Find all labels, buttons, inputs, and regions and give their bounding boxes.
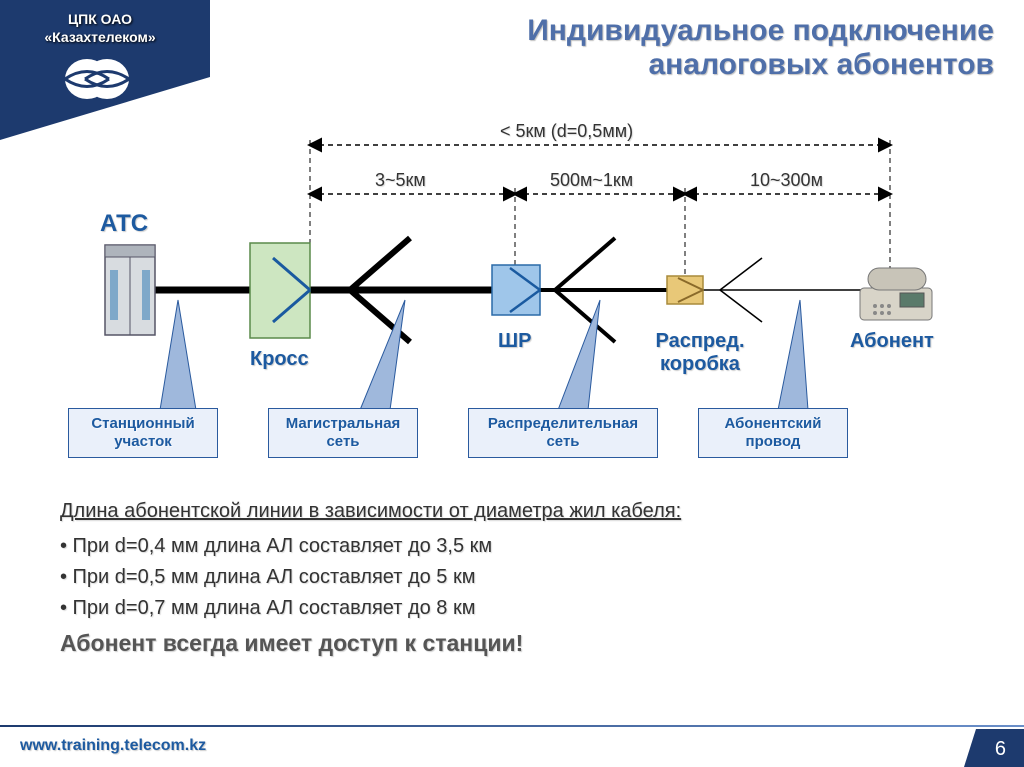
bullet-2: • При d=0,5 мм длина АЛ составляет до 5 … xyxy=(60,562,940,593)
footer-url: www.training.telecom.kz xyxy=(20,737,206,755)
callout-station: Станционныйучасток xyxy=(68,408,218,458)
page-title: Индивидуальное подключение аналоговых аб… xyxy=(527,14,994,82)
footer-line xyxy=(0,725,1024,727)
header-logo: ЦПК ОАО «Казахтелеком» xyxy=(20,10,180,109)
shr-label: ШР xyxy=(498,330,531,353)
ats-label: АТС xyxy=(100,210,148,238)
ats-icon xyxy=(105,245,155,335)
cross-icon xyxy=(250,243,310,338)
title-l1: Индивидуальное подключение xyxy=(527,14,994,47)
bullet-1: • При d=0,4 мм длина АЛ составляет до 3,… xyxy=(60,531,940,562)
raspred-label: Распред.коробка xyxy=(645,330,755,376)
org-line2: «Казахтелеком» xyxy=(20,28,180,46)
kross-label: Кросс xyxy=(250,348,309,371)
abonent-label: Абонент xyxy=(850,330,934,353)
dim-seg2: 500м~1км xyxy=(550,170,633,191)
raspred-icon xyxy=(667,276,703,304)
text-heading: Длина абонентской линии в зависимости от… xyxy=(60,500,940,523)
network-diagram: < 5км (d=0,5мм) 3~5км 500м~1км 10~300м А… xyxy=(60,130,970,460)
bullet-3: • При d=0,7 мм длина АЛ составляет до 8 … xyxy=(60,593,940,624)
callout-trunk: Магистральнаясеть xyxy=(268,408,418,458)
body-text: Длина абонентской линии в зависимости от… xyxy=(60,500,940,657)
dim-seg1: 3~5км xyxy=(375,170,426,191)
title-l2: аналоговых абонентов xyxy=(648,48,994,81)
dim-total: < 5км (d=0,5мм) xyxy=(500,121,633,142)
org-line1: ЦПК ОАО xyxy=(20,10,180,28)
emphasis-line: Абонент всегда имеет доступ к станции! xyxy=(60,630,940,657)
logo-icon xyxy=(55,54,145,104)
page-number: 6 xyxy=(995,738,1006,761)
dim-seg3: 10~300м xyxy=(750,170,823,191)
callout-dist: Распределительнаясеть xyxy=(468,408,658,458)
callout-drop: Абонентскийпровод xyxy=(698,408,848,458)
phone-icon xyxy=(860,268,932,320)
